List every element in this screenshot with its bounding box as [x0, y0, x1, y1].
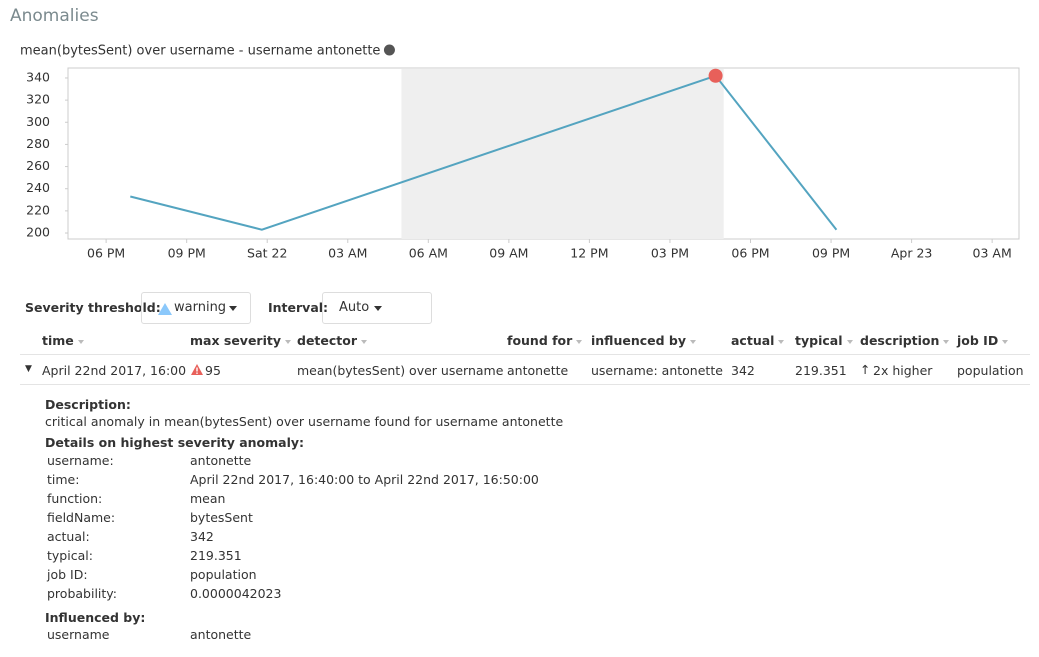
details-text: critical anomaly in mean(bytesSent) over…	[45, 414, 564, 429]
field-value: April 22nd 2017, 16:40:00 to April 22nd …	[190, 472, 539, 487]
table-cell: population	[957, 363, 1024, 378]
x-tick-label: 06 PM	[731, 246, 769, 261]
x-tick-label: Apr 23	[891, 246, 933, 261]
x-tick-label: 12 PM	[570, 246, 608, 261]
table-cell: username: antonette	[591, 363, 723, 378]
y-tick-label: 200	[26, 225, 50, 240]
warning-icon	[158, 303, 172, 315]
field-label: actual:	[47, 529, 90, 544]
arrow-up-icon: ↑	[860, 362, 871, 377]
severity-icon	[190, 363, 204, 379]
expand-toggle[interactable]: ▼	[25, 364, 32, 374]
selection-shade	[401, 69, 724, 239]
field-label: username:	[47, 453, 114, 468]
x-tick-label: 03 AM	[973, 246, 1012, 261]
interval-value: Auto	[339, 300, 370, 315]
field-value: 0.0000042023	[190, 586, 282, 601]
column-header[interactable]: actual	[731, 333, 784, 348]
series-line	[130, 74, 838, 231]
column-header[interactable]: found for	[507, 333, 582, 348]
y-tick-label: 320	[26, 92, 50, 107]
field-value: 219.351	[190, 548, 242, 563]
table-cell: antonette	[507, 363, 569, 378]
y-tick-label: 300	[26, 114, 50, 129]
details-heading: Influenced by:	[45, 610, 146, 625]
field-value: bytesSent	[190, 510, 253, 525]
table-cell: 2x higher	[873, 363, 933, 378]
field-value: antonette	[190, 453, 252, 468]
y-tick-label: 260	[26, 158, 50, 173]
table-cell: 219.351	[795, 363, 847, 378]
info-icon[interactable]	[383, 44, 395, 56]
details-heading: Details on highest severity anomaly:	[45, 435, 305, 450]
interval-dropdown[interactable]: Auto	[322, 292, 432, 324]
influencer-name: username	[47, 627, 110, 642]
field-value: mean	[190, 491, 226, 506]
field-label: job ID:	[47, 567, 88, 582]
table-cell: 95	[205, 363, 221, 378]
field-label: time:	[47, 472, 80, 487]
column-header[interactable]: influenced by	[591, 333, 696, 348]
interval-label: Interval:	[268, 300, 329, 315]
table-cell: mean(bytesSent) over username	[297, 363, 504, 378]
x-tick-label: 06 AM	[409, 246, 448, 261]
severity-dropdown[interactable]: warning	[141, 292, 251, 324]
field-label: probability:	[47, 586, 117, 601]
details-heading: Description:	[45, 397, 131, 412]
row-divider	[20, 354, 1030, 355]
field-label: fieldName:	[47, 510, 116, 525]
x-tick-label: 09 PM	[168, 246, 206, 261]
chart: Anomalies mean(bytesSent) over username …	[10, 6, 1020, 261]
chart-title: mean(bytesSent) over username - username…	[20, 44, 380, 59]
page-title: Anomalies	[10, 6, 99, 26]
severity-label: Severity threshold:	[25, 300, 161, 315]
x-tick-label: 09 PM	[812, 246, 850, 261]
severity-value: warning	[174, 300, 227, 315]
y-tick-label: 220	[26, 202, 50, 217]
column-header[interactable]: typical	[795, 333, 853, 348]
field-value: population	[190, 567, 257, 582]
field-value: 342	[190, 529, 214, 544]
x-tick-label: 09 AM	[489, 246, 528, 261]
row-divider	[20, 384, 1030, 385]
column-header[interactable]: max severity	[190, 333, 291, 348]
x-tick-label: 03 AM	[328, 246, 367, 261]
x-tick-label: 03 PM	[651, 246, 689, 261]
y-tick-label: 240	[26, 180, 50, 195]
column-header[interactable]: description	[860, 333, 949, 348]
column-header[interactable]: detector	[297, 333, 367, 348]
field-label: typical:	[47, 548, 93, 563]
column-header[interactable]: job ID	[957, 333, 1008, 348]
influencer-value: antonette	[190, 627, 252, 642]
y-tick-label: 340	[26, 69, 50, 84]
x-tick-label: 06 PM	[87, 246, 125, 261]
column-header[interactable]: time	[42, 333, 84, 348]
field-label: function:	[47, 491, 103, 506]
table-cell: April 22nd 2017, 16:00	[42, 363, 187, 378]
anomaly-marker	[708, 68, 723, 83]
y-tick-label: 280	[26, 136, 50, 151]
table-cell: 342	[731, 363, 755, 378]
x-tick-label: Sat 22	[247, 246, 287, 261]
